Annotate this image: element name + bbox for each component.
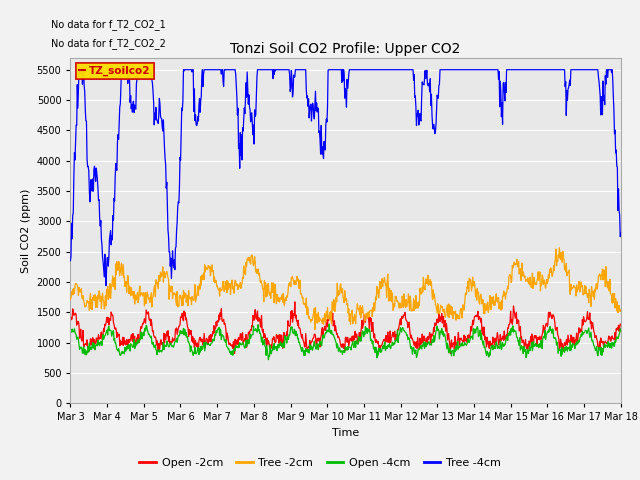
Tree -2cm	[311, 327, 319, 333]
Tree -4cm	[392, 67, 399, 72]
Line: Tree -4cm: Tree -4cm	[70, 70, 621, 286]
Open -2cm	[67, 318, 74, 324]
Tree -2cm	[169, 296, 177, 301]
Tree -2cm	[599, 277, 607, 283]
Open -2cm	[169, 335, 177, 341]
Tree -2cm	[93, 298, 100, 304]
Open -2cm	[296, 325, 304, 331]
Open -2cm	[291, 299, 299, 305]
Line: Tree -2cm: Tree -2cm	[70, 248, 621, 330]
Open -4cm	[67, 330, 74, 336]
Tree -4cm	[599, 78, 607, 84]
Tree -4cm	[76, 67, 84, 72]
Open -4cm	[591, 343, 598, 349]
Text: No data for f_T2_CO2_2: No data for f_T2_CO2_2	[51, 38, 166, 49]
Legend: Open -2cm, Tree -2cm, Open -4cm, Tree -4cm: Open -2cm, Tree -2cm, Open -4cm, Tree -4…	[135, 453, 505, 472]
Tree -2cm	[556, 245, 563, 251]
Tree -4cm	[93, 177, 101, 182]
Open -4cm	[392, 338, 399, 344]
Tree -4cm	[617, 230, 625, 236]
Tree -4cm	[591, 67, 598, 72]
Open -2cm	[599, 338, 607, 344]
Open -4cm	[599, 349, 607, 355]
X-axis label: Time: Time	[332, 428, 359, 438]
Tree -2cm	[67, 297, 74, 302]
Open -4cm	[264, 357, 272, 362]
Tree -4cm	[67, 258, 74, 264]
Title: Tonzi Soil CO2 Profile: Upper CO2: Tonzi Soil CO2 Profile: Upper CO2	[230, 42, 461, 57]
Y-axis label: Soil CO2 (ppm): Soil CO2 (ppm)	[21, 188, 31, 273]
Text: No data for f_T2_CO2_1: No data for f_T2_CO2_1	[51, 19, 166, 30]
Open -4cm	[169, 343, 177, 348]
Open -2cm	[591, 330, 598, 336]
Open -2cm	[392, 332, 399, 337]
Open -4cm	[617, 328, 625, 334]
Open -2cm	[230, 351, 238, 357]
Open -4cm	[93, 341, 100, 347]
Tree -2cm	[591, 297, 598, 302]
Tree -4cm	[102, 283, 110, 288]
Tree -4cm	[296, 67, 304, 72]
Line: Open -2cm: Open -2cm	[70, 302, 621, 354]
Tree -4cm	[170, 265, 177, 271]
Tree -2cm	[295, 286, 303, 291]
Tree -2cm	[392, 293, 399, 299]
Line: Open -4cm: Open -4cm	[70, 324, 621, 360]
Open -2cm	[93, 335, 100, 341]
Open -4cm	[296, 339, 303, 345]
Open -4cm	[325, 321, 333, 327]
Open -2cm	[617, 322, 625, 327]
Tree -2cm	[617, 307, 625, 313]
Legend: TZ_soilco2: TZ_soilco2	[76, 63, 154, 79]
